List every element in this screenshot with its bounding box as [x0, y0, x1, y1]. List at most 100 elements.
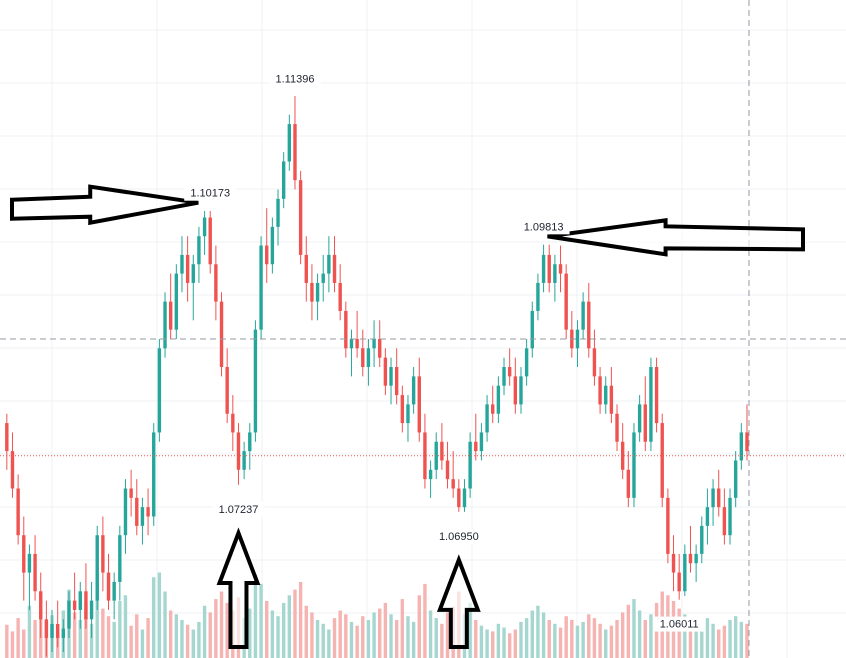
- candle-body: [55, 623, 60, 638]
- volume-bar: [95, 582, 99, 658]
- volume-bar: [383, 602, 388, 658]
- volume-bar: [491, 631, 495, 658]
- candle-body: [253, 329, 258, 433]
- price-annotation-bg: [653, 616, 706, 632]
- candle: [502, 357, 506, 396]
- candle-body: [632, 432, 636, 498]
- candle: [694, 544, 698, 582]
- volume-bar: [22, 629, 26, 658]
- volume-bar: [16, 618, 20, 658]
- candle-body: [101, 535, 105, 573]
- candle: [10, 432, 15, 498]
- candle-body: [5, 423, 9, 452]
- candle-body: [649, 367, 653, 442]
- volume-bar: [372, 612, 376, 658]
- candle: [208, 210, 212, 274]
- candle: [276, 189, 280, 246]
- candle-body: [225, 367, 229, 414]
- candle: [293, 96, 297, 190]
- volume-bars: [5, 572, 749, 658]
- price-annotation-bg: [212, 502, 265, 518]
- candle-body: [378, 338, 382, 358]
- volume-bar: [140, 629, 145, 658]
- candle-body: [705, 507, 710, 526]
- candle-body: [146, 507, 150, 517]
- candle-body: [581, 301, 585, 330]
- volume-bar: [315, 620, 320, 658]
- volume-bar: [180, 620, 184, 658]
- candle: [338, 264, 342, 321]
- candle: [191, 254, 195, 321]
- candle-body: [400, 395, 405, 424]
- candle-body: [711, 488, 715, 508]
- candle: [287, 114, 292, 171]
- volume-bar: [575, 625, 580, 658]
- candle-body: [547, 254, 551, 283]
- candle-body: [106, 572, 111, 601]
- candle-body: [440, 441, 444, 461]
- volume-bar: [468, 602, 472, 658]
- candle: [711, 479, 715, 526]
- candle-body: [654, 367, 659, 424]
- candle: [372, 320, 376, 368]
- candle: [394, 348, 399, 405]
- candle: [643, 376, 647, 452]
- candle: [259, 236, 263, 339]
- candle: [745, 404, 749, 461]
- volume-bar: [327, 629, 331, 658]
- candle-body: [683, 553, 687, 592]
- volume-bar: [344, 614, 348, 658]
- candle: [739, 423, 744, 470]
- candle: [361, 329, 365, 377]
- volume-bar: [553, 623, 557, 658]
- candle-body: [191, 264, 195, 283]
- price-annotation: 1.10173: [184, 185, 237, 201]
- candle-body: [530, 310, 534, 349]
- volume-bar: [524, 618, 529, 658]
- candle-body: [592, 348, 597, 377]
- candle-body: [564, 273, 568, 330]
- price-annotation: 1.09813: [517, 219, 570, 235]
- volume-bar: [101, 608, 105, 658]
- candle: [524, 338, 529, 386]
- candle: [383, 348, 388, 396]
- candle-body: [344, 310, 348, 349]
- candle-body: [152, 432, 156, 517]
- volume-bar: [129, 625, 133, 658]
- candle-body: [219, 301, 224, 368]
- candle: [61, 619, 66, 652]
- volume-bar: [626, 604, 631, 658]
- volume-bar: [72, 612, 77, 658]
- candle-body: [587, 301, 591, 349]
- volume-bar: [733, 616, 738, 658]
- candle: [575, 320, 580, 368]
- candle-body: [524, 348, 529, 377]
- candle-body: [626, 469, 631, 498]
- candle: [321, 254, 325, 302]
- candle: [428, 460, 433, 498]
- candle: [654, 357, 659, 433]
- candle-body: [202, 217, 207, 237]
- candle-body: [485, 404, 489, 433]
- candle: [423, 413, 427, 489]
- candle-body: [16, 488, 20, 536]
- candle-body: [67, 600, 71, 629]
- candle-body: [163, 301, 167, 349]
- candle: [598, 367, 602, 414]
- candle: [700, 516, 704, 564]
- price-annotation-bg: [432, 528, 485, 544]
- candle-body: [259, 245, 263, 330]
- volume-bar: [118, 601, 122, 658]
- candle-body: [197, 236, 201, 265]
- volume-bar: [564, 616, 568, 658]
- candle: [445, 441, 450, 489]
- volume-bar: [394, 620, 399, 658]
- candle-body: [50, 623, 54, 638]
- candle-body: [451, 479, 455, 489]
- candle: [315, 273, 320, 321]
- candle: [570, 310, 574, 358]
- volume-bar: [157, 572, 162, 658]
- candle: [592, 329, 597, 386]
- candle-body: [270, 226, 275, 265]
